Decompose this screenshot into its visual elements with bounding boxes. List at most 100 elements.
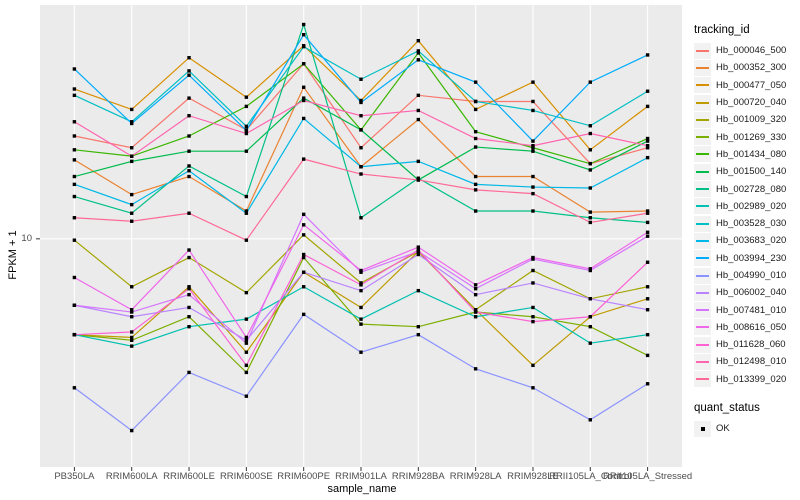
legend-label: Hb_011628_060 xyxy=(716,339,786,351)
legend-entry: Hb_012498_010 xyxy=(694,353,800,370)
legend-key-box xyxy=(694,336,711,353)
data-point xyxy=(359,317,363,321)
data-point xyxy=(72,275,77,280)
data-point xyxy=(244,238,249,242)
data-point xyxy=(301,252,306,257)
data-point xyxy=(588,324,592,329)
data-point xyxy=(531,191,535,196)
data-point xyxy=(130,344,134,348)
legend-line-swatch xyxy=(696,291,709,294)
data-point xyxy=(72,174,77,179)
data-point xyxy=(359,281,363,285)
data-point xyxy=(645,136,650,141)
legend-line-swatch xyxy=(696,326,709,329)
data-point xyxy=(359,165,363,169)
x-tick-label: RRIM600PE xyxy=(277,471,331,482)
data-point xyxy=(187,315,191,319)
data-point xyxy=(72,194,77,199)
legend-line-swatch xyxy=(696,343,709,346)
data-point xyxy=(301,62,306,66)
x-tick-label: RRIM600LE xyxy=(163,471,215,482)
data-point xyxy=(359,350,363,354)
data-point xyxy=(359,322,363,326)
data-point xyxy=(645,230,650,234)
legend-key-box xyxy=(694,284,711,301)
data-point xyxy=(244,104,249,109)
data-point xyxy=(473,107,478,112)
data-point xyxy=(645,260,650,264)
data-point xyxy=(473,286,478,291)
legend-entry: Hb_001269_330 xyxy=(694,128,800,146)
data-point xyxy=(187,69,191,73)
data-point xyxy=(645,308,650,312)
data-point xyxy=(531,268,535,273)
data-point xyxy=(416,288,421,293)
data-point xyxy=(531,139,535,143)
data-point xyxy=(130,121,134,126)
legend-label: Hb_003994_230 xyxy=(716,252,787,264)
legend-key-box xyxy=(694,42,711,59)
data-point xyxy=(473,80,478,84)
data-point xyxy=(473,136,478,141)
data-point xyxy=(531,149,535,153)
data-point xyxy=(72,87,77,91)
data-point xyxy=(187,114,191,118)
legend-key-box xyxy=(694,319,711,336)
data-point xyxy=(531,185,535,189)
y-tick-label: 10 xyxy=(21,233,32,244)
data-point xyxy=(359,100,363,105)
legend-entry: Hb_002728_080 xyxy=(694,180,800,198)
legend-label: Hb_002728_080 xyxy=(716,183,787,195)
data-point xyxy=(531,386,535,390)
data-point xyxy=(359,305,363,310)
legend-line-swatch xyxy=(696,66,709,69)
data-point xyxy=(473,99,478,104)
data-point xyxy=(359,146,363,150)
data-point xyxy=(359,98,363,103)
data-point xyxy=(72,386,77,390)
data-point xyxy=(72,148,77,152)
legend-label: Hb_012498_010 xyxy=(716,356,787,368)
data-point xyxy=(244,131,249,136)
legend-key-box xyxy=(694,94,711,111)
data-point xyxy=(130,107,134,112)
legend-entry: Hb_006002_040 xyxy=(694,284,800,301)
data-point xyxy=(359,268,363,273)
data-point xyxy=(187,134,191,138)
data-point xyxy=(473,283,478,287)
data-point xyxy=(72,332,77,337)
data-point xyxy=(72,93,77,98)
legend-label: Hb_002989_020 xyxy=(716,200,787,212)
data-point xyxy=(416,159,421,164)
data-point xyxy=(301,32,306,37)
legend-label: Hb_007481_010 xyxy=(716,304,787,316)
data-point xyxy=(416,245,421,249)
data-point xyxy=(531,174,535,179)
data-point xyxy=(588,186,592,190)
legend-label: Hb_001500_140 xyxy=(716,166,787,178)
legend-entry: Hb_000720_040 xyxy=(694,94,800,111)
data-point xyxy=(588,341,592,345)
data-point xyxy=(645,155,650,160)
legend-entry: Hb_000477_050 xyxy=(694,77,800,94)
data-point xyxy=(187,285,191,289)
data-point xyxy=(244,335,249,340)
data-point xyxy=(531,209,535,213)
data-point xyxy=(187,169,191,173)
data-point xyxy=(645,353,650,358)
legend2-entries: OK xyxy=(694,420,800,437)
x-tick-labels: PB350LA RRIM600LA RRIM600LE RRIM600SE RRIM60… xyxy=(0,471,800,483)
x-tick-label: RRII105LA_Control xyxy=(549,471,632,482)
data-point xyxy=(72,120,77,124)
data-point xyxy=(473,315,478,319)
legend-key-box xyxy=(694,181,711,198)
data-point xyxy=(531,99,535,104)
legend-entry: Hb_008616_050 xyxy=(694,319,800,336)
legend-entry: Hb_002989_020 xyxy=(694,198,800,215)
legend-line-swatch xyxy=(696,274,709,277)
legend-key-box xyxy=(694,59,711,76)
data-point xyxy=(187,149,191,153)
legend-key-box xyxy=(694,232,711,249)
legend-label: Hb_001269_330 xyxy=(716,131,787,143)
data-point xyxy=(244,341,249,345)
